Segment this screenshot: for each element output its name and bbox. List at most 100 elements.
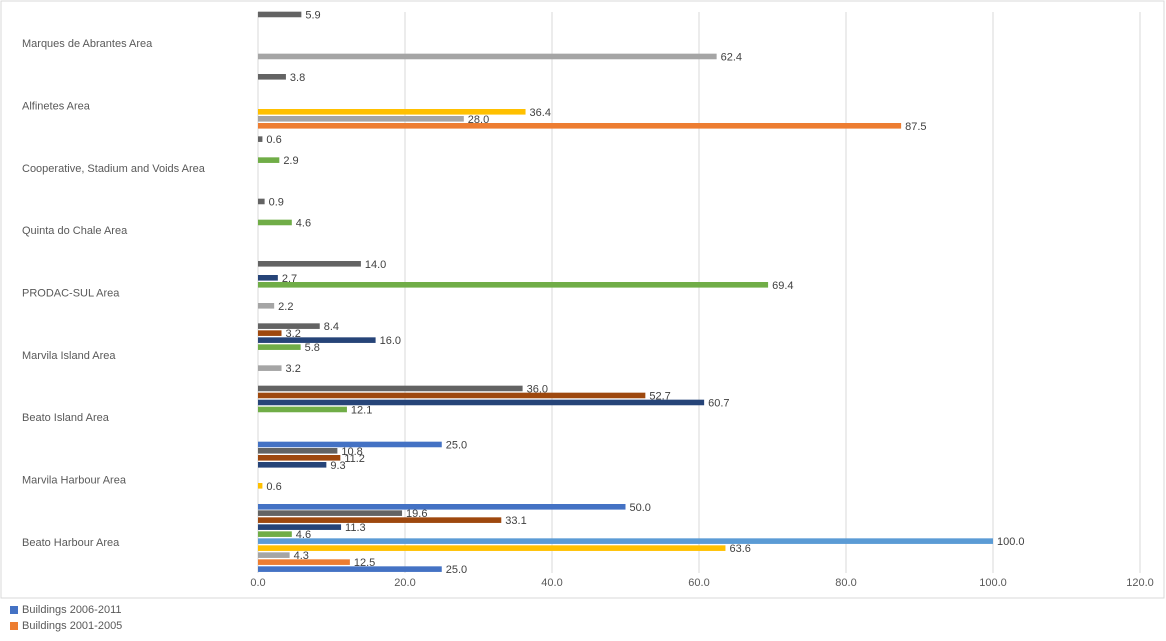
data-label: 11.3: [345, 522, 366, 534]
category-label: Cooperative, Stadium and Voids Area: [22, 163, 206, 175]
bar: [258, 538, 993, 544]
bar: [258, 392, 646, 399]
bar: [258, 109, 526, 115]
bar: [258, 462, 327, 468]
data-label: 60.7: [708, 397, 729, 409]
data-label: 0.9: [269, 196, 284, 208]
bar: [258, 559, 350, 565]
bar: [258, 330, 282, 336]
data-label: 16.0: [380, 335, 401, 347]
chart-frame: [0, 0, 1165, 599]
bar: [258, 448, 338, 454]
data-label: 36.0: [527, 383, 548, 395]
bar: [258, 53, 717, 60]
bar: [258, 455, 341, 461]
data-label: 25.0: [446, 439, 467, 451]
data-label: 52.7: [649, 390, 670, 402]
category-label: Beato Island Area: [22, 412, 110, 424]
data-label: 3.2: [286, 363, 301, 375]
data-label: 10.8: [341, 446, 362, 458]
bar: [258, 483, 263, 489]
bar: [258, 406, 347, 413]
bar: [258, 74, 286, 80]
category-label: Marvila Harbour Area: [22, 475, 127, 487]
data-label: 12.5: [354, 557, 375, 569]
bar: [258, 441, 442, 448]
data-label: 8.4: [324, 321, 339, 333]
bar: [258, 198, 265, 205]
x-tick-label: 100.0: [979, 577, 1007, 589]
data-label: 50.0: [630, 502, 651, 514]
bar: [258, 545, 726, 551]
data-label: 2.2: [278, 301, 293, 313]
x-tick-label: 20.0: [394, 577, 415, 589]
data-label: 12.1: [351, 404, 372, 416]
bar-chart: 0.0 20.0 40.0 60.0 80.0 100.0 120.0 Marques de …: [0, 0, 1165, 599]
data-label: 2.7: [282, 273, 297, 285]
data-label: 100.0: [997, 536, 1025, 548]
data-label: 69.4: [772, 280, 793, 292]
bar: [258, 344, 301, 350]
data-label: 62.4: [721, 51, 742, 63]
bar: [258, 282, 769, 288]
bar: [258, 517, 502, 523]
legend-swatch: [10, 606, 18, 614]
legend: Buildings 2006-2011 Buildings 2001-2005: [10, 602, 122, 634]
bar: [258, 566, 442, 572]
data-label: 3.8: [290, 72, 305, 84]
data-label: 25.0: [446, 564, 467, 576]
legend-item: Buildings 2001-2005: [10, 618, 122, 634]
data-label: 14.0: [365, 259, 386, 271]
bar: [258, 116, 464, 122]
legend-swatch: [10, 622, 18, 630]
data-label: 33.1: [505, 515, 526, 527]
data-label: 28.0: [468, 114, 489, 126]
data-label: 87.5: [905, 121, 926, 133]
category-label: Marques de Abrantes Area: [22, 38, 153, 50]
legend-label: Buildings 2001-2005: [22, 620, 123, 632]
category-label: Quinta do Chale Area: [22, 225, 128, 237]
data-label: 63.6: [729, 543, 750, 555]
category-label: PRODAC-SUL Area: [22, 288, 120, 300]
bar: [258, 261, 361, 267]
bar: [258, 385, 523, 392]
bar: [258, 524, 342, 530]
data-label: 4.6: [296, 529, 311, 541]
data-label: 5.9: [305, 9, 320, 21]
x-tick-label: 80.0: [835, 577, 856, 589]
data-label: 36.4: [530, 107, 551, 119]
data-label: 4.6: [296, 217, 311, 229]
bar: [258, 552, 290, 558]
bar: [258, 136, 263, 142]
data-label: 4.3: [294, 550, 309, 562]
data-label: 3.2: [286, 328, 301, 340]
bar: [258, 531, 292, 537]
bar: [258, 510, 403, 516]
category-label: Marvila Island Area: [22, 350, 116, 362]
data-label: 19.6: [406, 508, 427, 520]
bar: [258, 219, 292, 226]
bar: [258, 504, 626, 510]
bar: [258, 399, 705, 406]
bar: [258, 323, 320, 329]
data-label: 0.6: [266, 481, 281, 493]
data-label: 9.3: [330, 460, 345, 472]
category-label: Alfinetes Area: [22, 101, 91, 113]
data-label: 11.2: [344, 453, 365, 465]
bar: [258, 303, 275, 309]
category-label: Beato Harbour Area: [22, 537, 120, 549]
x-tick-label: 40.0: [541, 577, 562, 589]
bar: [258, 365, 282, 371]
bar: [258, 275, 278, 281]
legend-item: Buildings 2006-2011: [10, 602, 122, 618]
x-tick-label: 60.0: [688, 577, 709, 589]
data-label: 5.8: [305, 342, 320, 354]
data-label: 0.6: [266, 134, 281, 146]
data-label: 2.9: [283, 155, 298, 167]
legend-label: Buildings 2006-2011: [22, 604, 122, 616]
x-tick-label: 0.0: [250, 577, 265, 589]
x-tick-label: 120.0: [1126, 577, 1154, 589]
bar: [258, 337, 376, 343]
bar: [258, 157, 280, 163]
